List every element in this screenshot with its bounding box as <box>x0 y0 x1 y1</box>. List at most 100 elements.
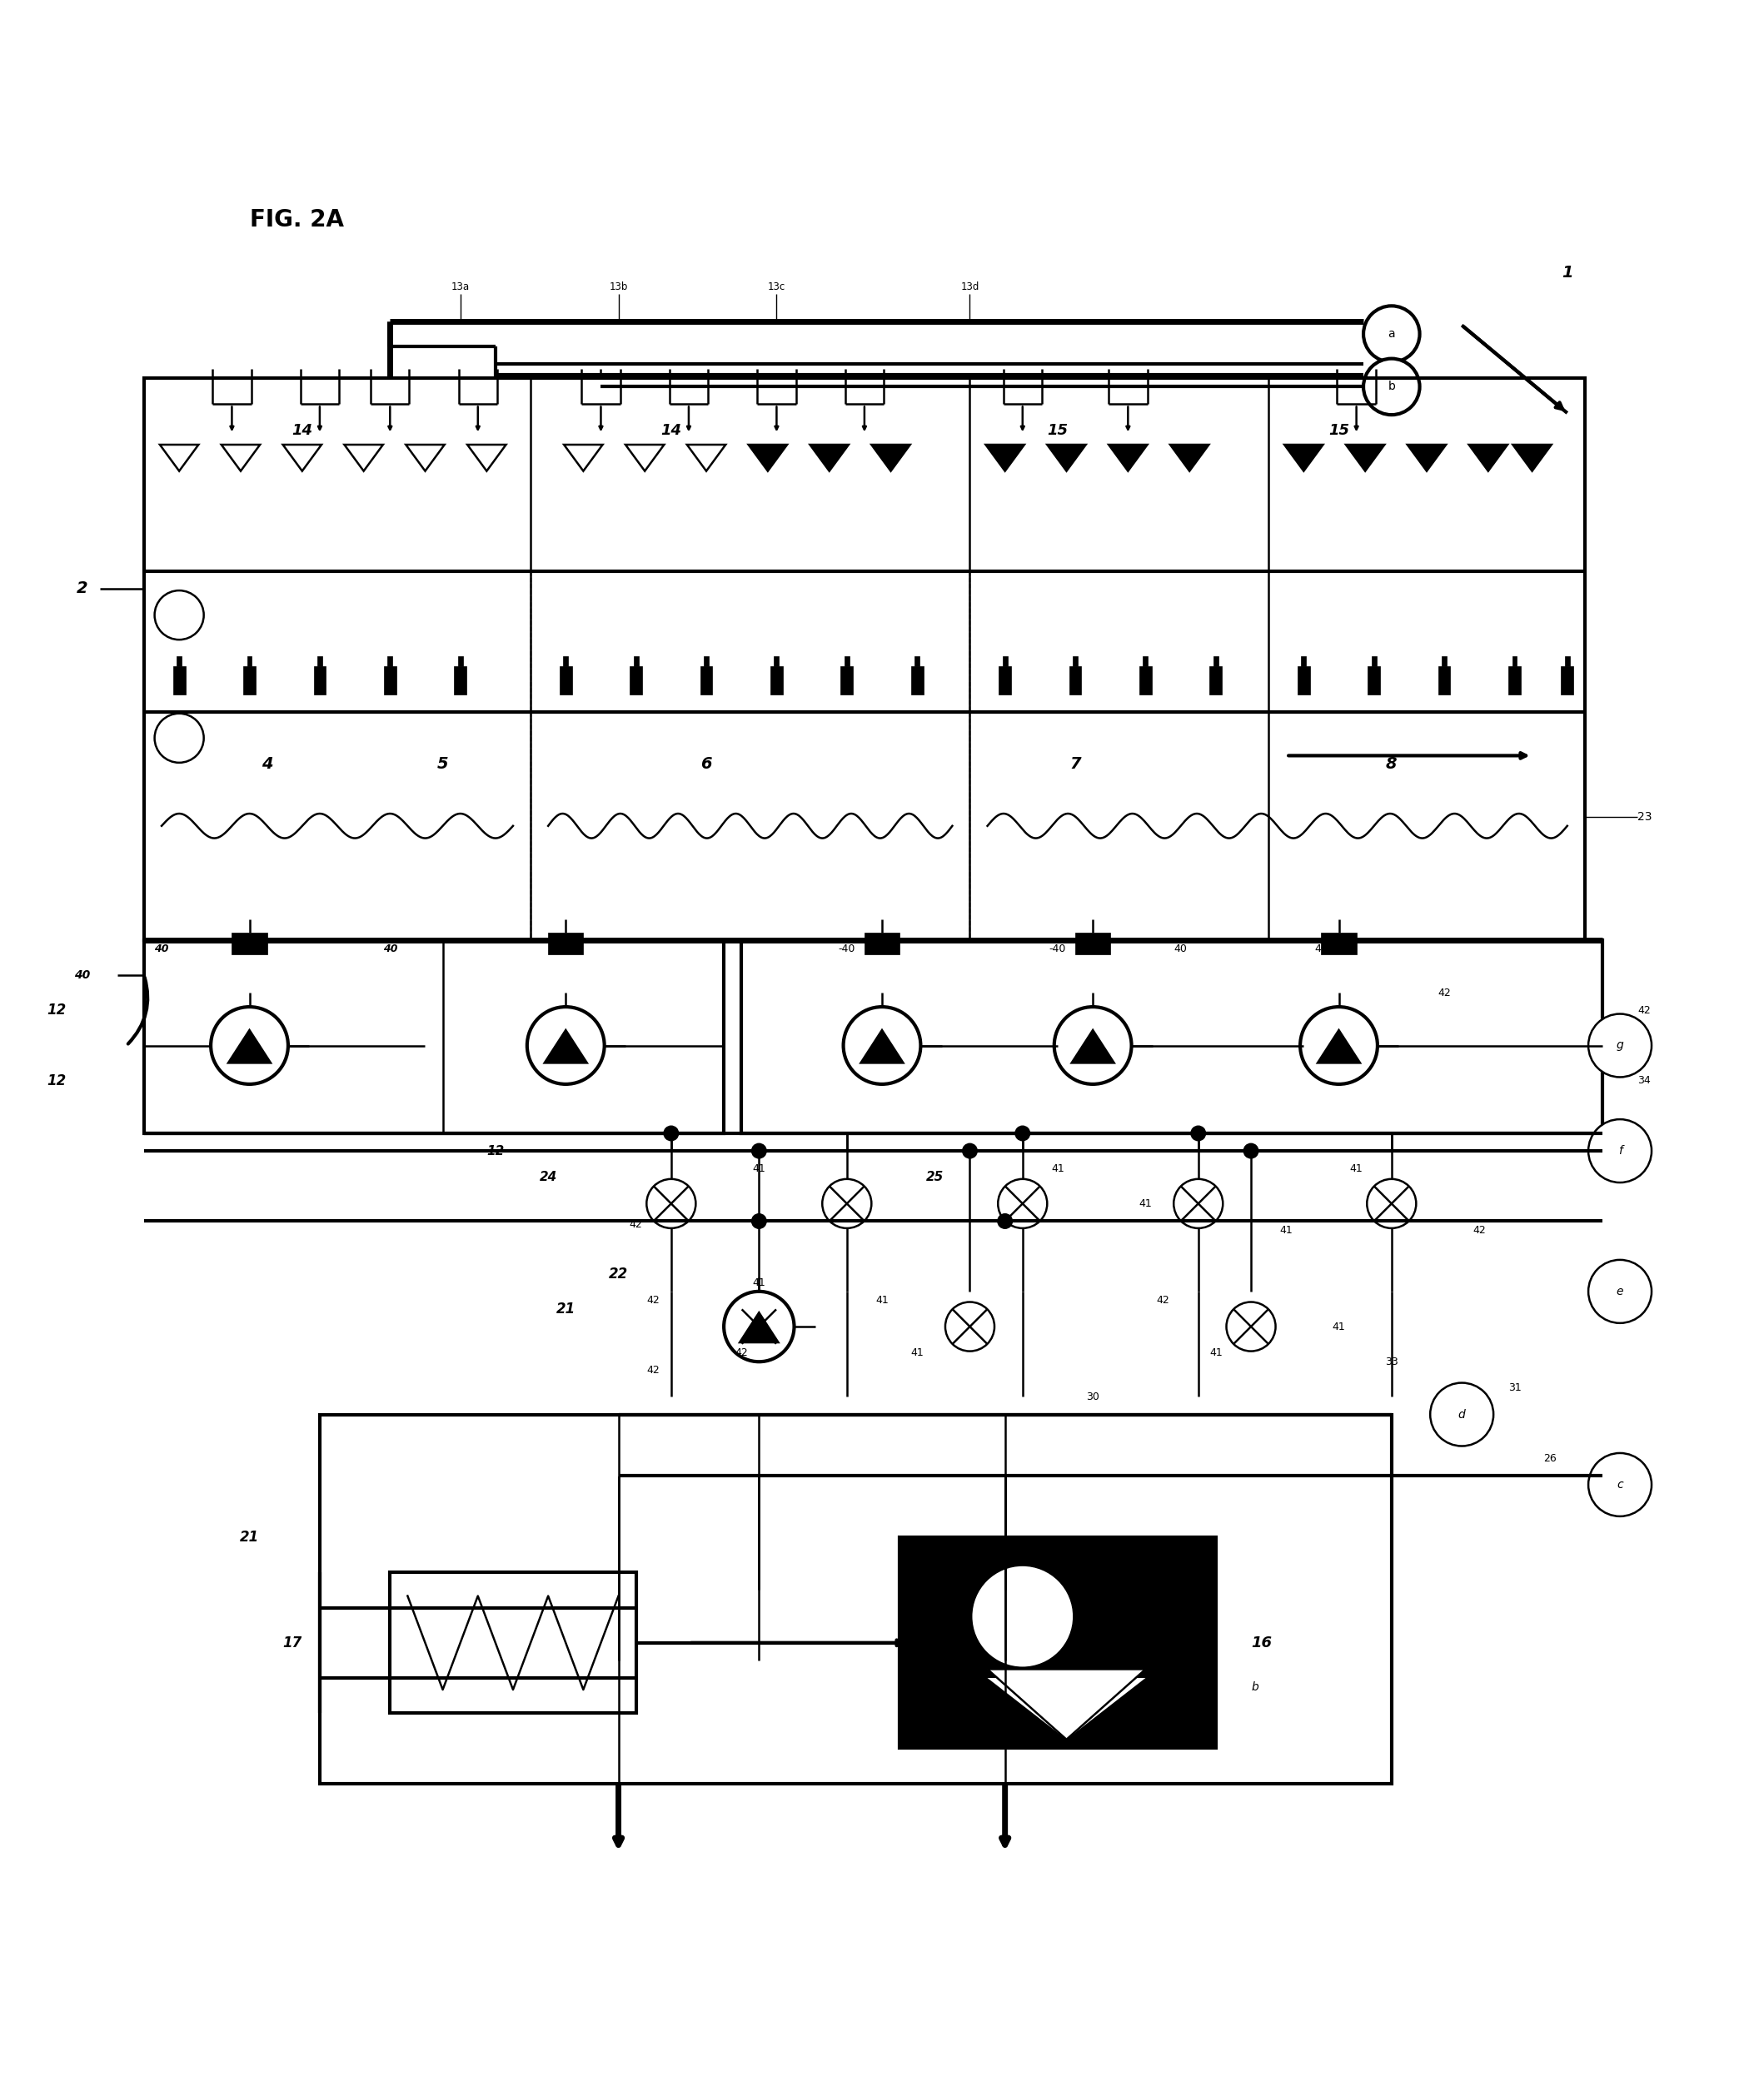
Polygon shape <box>988 1677 1145 1740</box>
Text: 13b: 13b <box>609 280 628 293</box>
Bar <box>1441 657 1446 667</box>
Bar <box>173 667 185 694</box>
Polygon shape <box>545 1031 587 1062</box>
Text: 21: 21 <box>240 1531 259 1545</box>
Text: 41: 41 <box>875 1294 889 1305</box>
Text: g: g <box>1616 1039 1623 1052</box>
Polygon shape <box>406 445 445 470</box>
Bar <box>774 657 780 667</box>
Bar <box>385 667 397 694</box>
Polygon shape <box>228 1031 270 1062</box>
Circle shape <box>1364 305 1420 362</box>
Text: 22: 22 <box>609 1267 628 1282</box>
Polygon shape <box>564 445 603 470</box>
Circle shape <box>212 1008 288 1083</box>
Polygon shape <box>871 445 910 470</box>
Bar <box>1069 667 1081 694</box>
Circle shape <box>961 1144 977 1158</box>
Text: 42: 42 <box>647 1294 660 1305</box>
Text: 40: 40 <box>383 943 397 953</box>
Bar <box>1143 657 1148 667</box>
Circle shape <box>822 1179 871 1227</box>
Bar <box>243 667 256 694</box>
Polygon shape <box>1048 445 1087 470</box>
Text: -40: -40 <box>1050 943 1065 953</box>
Text: b: b <box>1251 1681 1258 1692</box>
Polygon shape <box>1318 1031 1360 1062</box>
Text: 41: 41 <box>753 1163 766 1173</box>
Polygon shape <box>220 445 259 470</box>
Bar <box>563 657 568 667</box>
Circle shape <box>1588 1261 1651 1324</box>
Circle shape <box>527 1008 605 1083</box>
Bar <box>1561 667 1573 694</box>
Text: f: f <box>1618 1146 1621 1156</box>
Circle shape <box>751 1144 767 1158</box>
Circle shape <box>1173 1179 1222 1227</box>
Bar <box>633 657 639 667</box>
Text: FIG. 2A: FIG. 2A <box>249 209 344 232</box>
Bar <box>1002 657 1007 667</box>
Text: 42: 42 <box>1157 1294 1170 1305</box>
Bar <box>1210 667 1222 694</box>
Text: 17: 17 <box>282 1635 302 1650</box>
Circle shape <box>997 1213 1013 1230</box>
Bar <box>549 933 584 953</box>
Text: b: b <box>1388 381 1395 393</box>
Polygon shape <box>686 445 725 470</box>
Bar <box>841 667 854 694</box>
Polygon shape <box>1284 445 1323 470</box>
Polygon shape <box>626 445 663 470</box>
Polygon shape <box>1346 445 1385 470</box>
Bar <box>176 657 182 667</box>
Polygon shape <box>739 1313 778 1342</box>
Polygon shape <box>1408 445 1446 470</box>
Text: -40: -40 <box>838 943 856 953</box>
Circle shape <box>1300 1008 1378 1083</box>
Text: 41: 41 <box>1140 1198 1152 1209</box>
Text: 40: 40 <box>153 943 169 953</box>
Circle shape <box>1244 1144 1259 1158</box>
Text: 31: 31 <box>1508 1382 1521 1393</box>
Text: 40: 40 <box>74 970 90 981</box>
Circle shape <box>723 1292 794 1361</box>
Text: c: c <box>1618 1478 1623 1491</box>
Text: 26: 26 <box>1544 1453 1556 1464</box>
Polygon shape <box>344 445 383 470</box>
Circle shape <box>998 1179 1048 1227</box>
Bar <box>318 657 323 667</box>
Bar <box>231 933 266 953</box>
Polygon shape <box>988 1669 1145 1740</box>
Text: 25: 25 <box>926 1171 944 1184</box>
Bar <box>771 667 783 694</box>
Text: 13d: 13d <box>961 280 979 293</box>
Text: 6: 6 <box>700 757 713 772</box>
Text: 41: 41 <box>1279 1225 1293 1236</box>
Bar <box>700 667 713 694</box>
Bar <box>388 657 392 667</box>
Bar <box>145 941 723 1133</box>
Text: 8: 8 <box>1387 757 1397 772</box>
Bar <box>1076 933 1110 953</box>
Text: 41: 41 <box>910 1347 924 1359</box>
Text: 24: 24 <box>540 1171 557 1184</box>
Circle shape <box>1588 1119 1651 1184</box>
Text: 42: 42 <box>630 1219 642 1230</box>
Bar <box>916 657 919 667</box>
Bar <box>998 667 1011 694</box>
Bar <box>319 1414 1392 1784</box>
Polygon shape <box>1170 445 1208 470</box>
Bar <box>314 667 326 694</box>
Circle shape <box>1588 1014 1651 1077</box>
Bar <box>910 667 923 694</box>
Text: 13c: 13c <box>767 280 785 293</box>
Bar <box>1298 667 1311 694</box>
Text: 42: 42 <box>736 1347 748 1359</box>
Text: 41: 41 <box>753 1278 766 1288</box>
Bar <box>1321 933 1357 953</box>
Bar <box>559 667 572 694</box>
Circle shape <box>1191 1125 1207 1142</box>
Polygon shape <box>1469 445 1508 470</box>
Text: 15: 15 <box>1328 422 1349 439</box>
Circle shape <box>647 1179 695 1227</box>
